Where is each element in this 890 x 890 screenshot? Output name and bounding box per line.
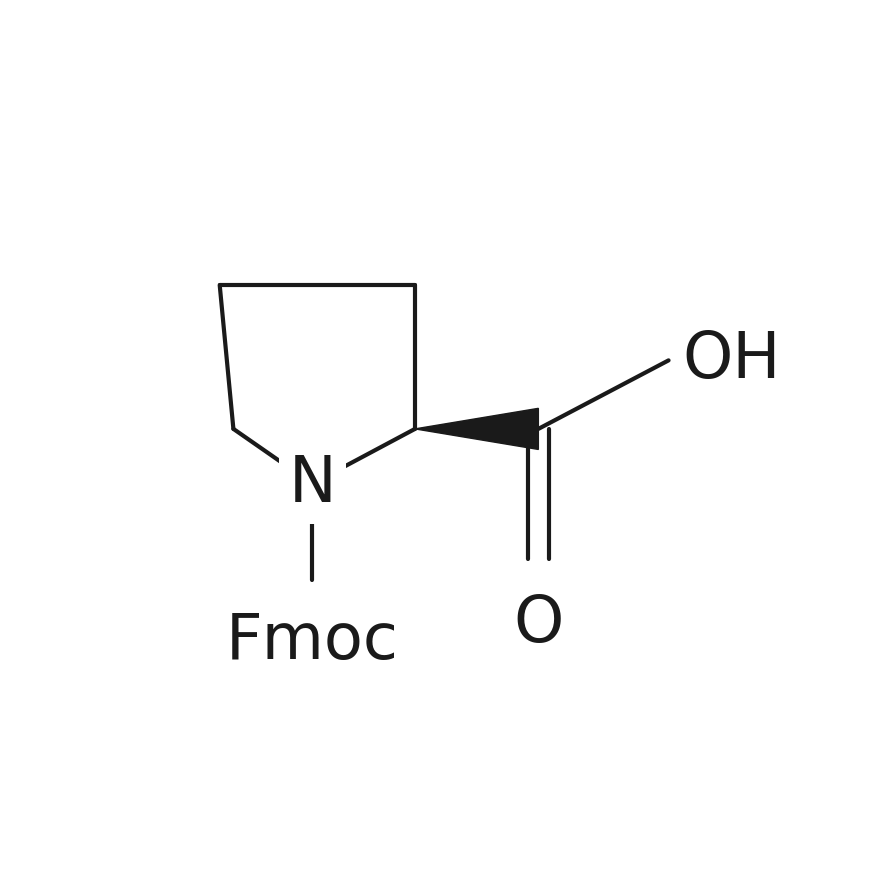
Text: O: O <box>514 594 563 655</box>
Polygon shape <box>415 409 538 449</box>
Text: OH: OH <box>683 329 781 392</box>
Text: Fmoc: Fmoc <box>226 611 399 673</box>
Text: N: N <box>288 453 336 514</box>
